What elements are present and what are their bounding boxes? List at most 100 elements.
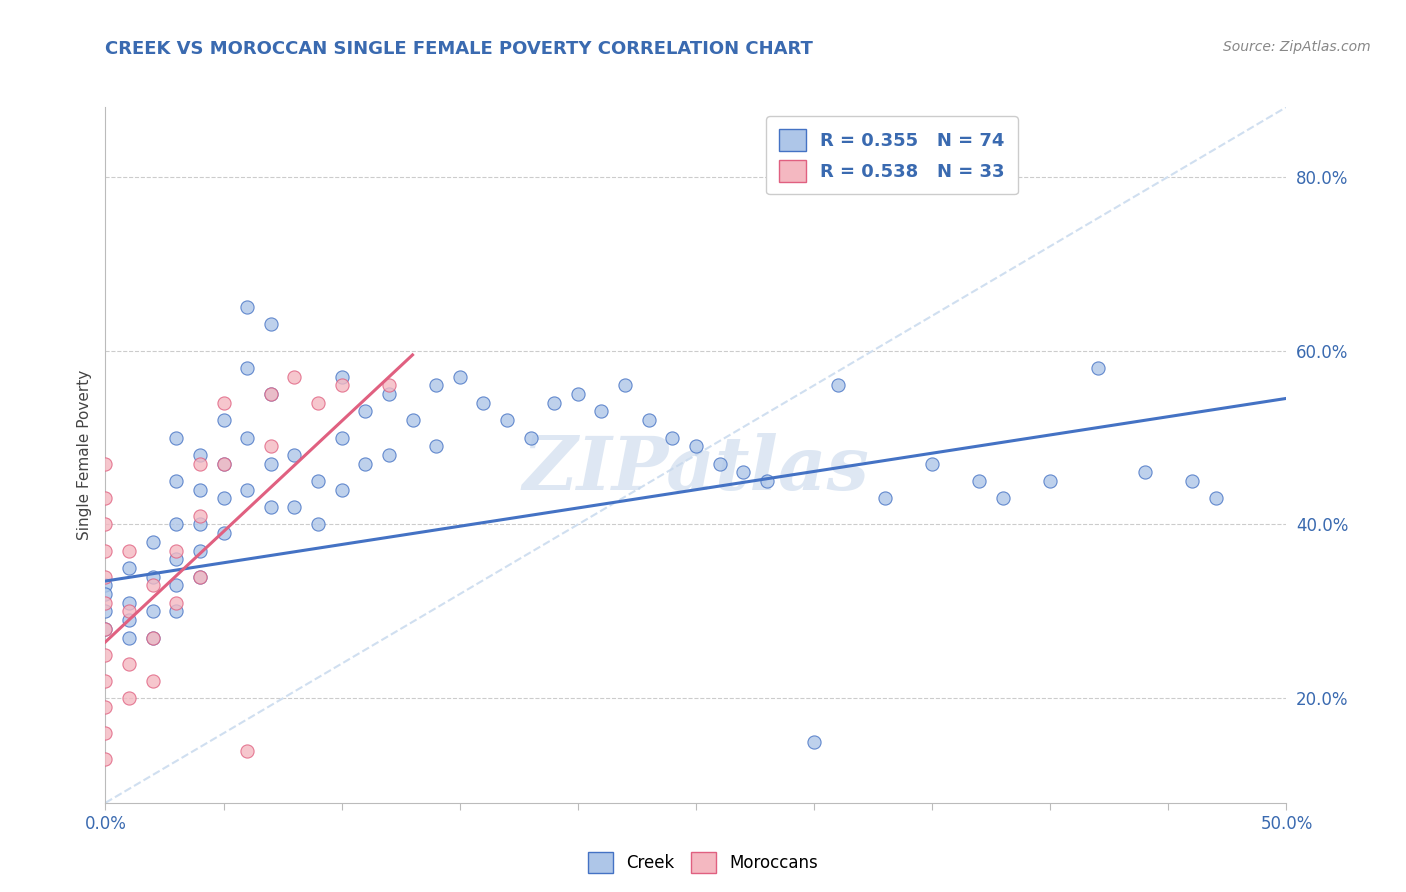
Point (260, 387, 283, 401)
Text: ZIPatlas: ZIPatlas (523, 433, 869, 505)
Point (212, 491, 235, 506)
Point (94, 517, 117, 532)
Point (1039, 474, 1062, 488)
Point (142, 578, 165, 592)
Point (354, 457, 377, 471)
Point (283, 500, 305, 514)
Point (425, 378, 447, 392)
Point (94, 648, 117, 662)
Point (142, 570, 165, 584)
Point (733, 466, 755, 480)
Point (543, 395, 565, 409)
Point (685, 439, 707, 453)
Point (165, 596, 187, 610)
Point (94, 622, 117, 636)
Point (118, 605, 141, 619)
Point (378, 387, 401, 401)
Point (260, 318, 283, 332)
Point (637, 413, 659, 427)
Point (165, 552, 187, 566)
Y-axis label: Single Female Poverty: Single Female Poverty (76, 370, 91, 540)
Point (212, 413, 235, 427)
Point (165, 605, 187, 619)
Point (94, 752, 117, 766)
Point (661, 430, 683, 444)
Legend: Creek, Moroccans: Creek, Moroccans (581, 846, 825, 880)
Point (94, 543, 117, 558)
Point (165, 517, 187, 532)
Text: CREEK VS MOROCCAN SINGLE FEMALE POVERTY CORRELATION CHART: CREEK VS MOROCCAN SINGLE FEMALE POVERTY … (105, 40, 813, 58)
Point (94, 726, 117, 740)
Point (330, 430, 353, 444)
Point (496, 413, 519, 427)
Point (991, 491, 1014, 506)
Point (1133, 466, 1156, 480)
Point (449, 369, 471, 384)
Point (330, 378, 353, 392)
Point (188, 570, 211, 584)
Point (307, 395, 329, 409)
Point (472, 395, 495, 409)
Point (330, 483, 353, 497)
Point (709, 457, 731, 471)
Point (212, 457, 235, 471)
Point (94, 596, 117, 610)
Point (188, 543, 211, 558)
Point (283, 448, 305, 462)
Point (827, 378, 849, 392)
Point (188, 508, 211, 523)
Point (378, 448, 401, 462)
Point (94, 605, 117, 619)
Point (94, 587, 117, 601)
Point (94, 622, 117, 636)
Point (873, 491, 896, 506)
Point (803, 735, 825, 749)
Point (142, 631, 165, 645)
Point (118, 543, 141, 558)
Point (236, 430, 259, 444)
Point (94, 457, 117, 471)
Point (118, 596, 141, 610)
Point (118, 657, 141, 671)
Point (307, 517, 329, 532)
Point (142, 534, 165, 549)
Point (260, 387, 283, 401)
Point (118, 631, 141, 645)
Point (165, 578, 187, 592)
Point (188, 483, 211, 497)
Point (165, 543, 187, 558)
Point (188, 448, 211, 462)
Point (401, 413, 423, 427)
Point (188, 570, 211, 584)
Point (142, 631, 165, 645)
Point (236, 361, 259, 376)
Point (755, 474, 778, 488)
Point (1205, 491, 1227, 506)
Point (519, 430, 541, 444)
Point (94, 700, 117, 714)
Point (260, 500, 283, 514)
Point (307, 474, 329, 488)
Point (94, 578, 117, 592)
Point (378, 378, 401, 392)
Point (614, 378, 637, 392)
Point (236, 483, 259, 497)
Legend: R = 0.355   N = 74, R = 0.538   N = 33: R = 0.355 N = 74, R = 0.538 N = 33 (766, 116, 1018, 194)
Point (921, 457, 943, 471)
Point (142, 605, 165, 619)
Point (212, 526, 235, 541)
Point (94, 674, 117, 689)
Point (165, 430, 187, 444)
Point (283, 369, 305, 384)
Point (118, 613, 141, 627)
Point (969, 474, 991, 488)
Point (118, 691, 141, 706)
Point (354, 404, 377, 418)
Point (94, 570, 117, 584)
Point (212, 457, 235, 471)
Point (1181, 474, 1204, 488)
Point (567, 387, 589, 401)
Point (118, 561, 141, 575)
Point (212, 395, 235, 409)
Point (1087, 361, 1109, 376)
